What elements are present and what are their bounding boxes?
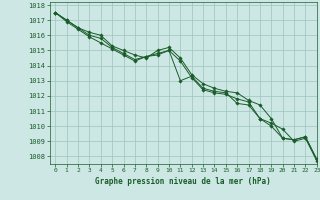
X-axis label: Graphe pression niveau de la mer (hPa): Graphe pression niveau de la mer (hPa) xyxy=(95,177,271,186)
